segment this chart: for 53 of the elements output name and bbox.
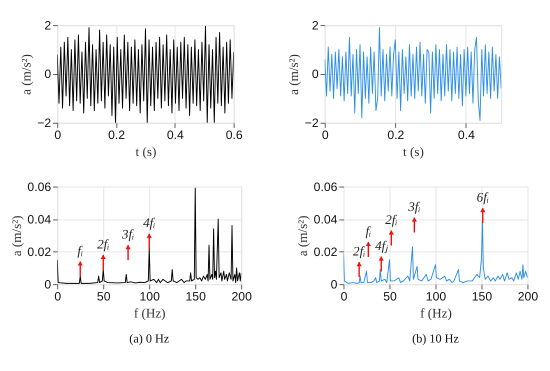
x-tick-label: 200	[518, 290, 538, 304]
annotation: 2fᵢ	[97, 236, 110, 252]
x-tick-label: 50	[383, 290, 397, 304]
x-tick-label: 50	[96, 290, 111, 304]
line-series	[57, 188, 242, 284]
x-tick-label: 200	[232, 290, 252, 304]
y-tick-label: 0.04	[27, 212, 52, 226]
y-axis-title: a (m/s²)	[295, 216, 310, 256]
line-series	[324, 27, 502, 121]
x-axis-title: t (s)	[136, 144, 156, 160]
y-axis-title: a (m/s²)	[8, 216, 24, 256]
y-tick-label: 0.04	[314, 212, 338, 226]
y-tick-label: 0	[312, 67, 319, 82]
annotation: fᵢ	[365, 223, 372, 238]
annotation: 3fᵢ	[407, 198, 421, 214]
x-tick-label: 0	[340, 290, 348, 304]
y-tick-label: 0.02	[314, 244, 338, 259]
annotation: 2fᵢ	[385, 212, 398, 227]
y-axis-title: a (m/s²)	[18, 54, 34, 95]
y-tick-label: 0.06	[27, 180, 52, 194]
x-axis-title: f (Hz)	[134, 306, 166, 321]
text: (b) 10 Hz	[412, 331, 460, 346]
x-tick-label: 0.4	[458, 128, 476, 142]
x-tick-label: 0	[54, 290, 62, 304]
line-series	[57, 26, 234, 123]
x-tick-label: 150	[186, 290, 206, 304]
annotation: 4fⱼ	[375, 238, 388, 254]
y-tick-label: 2	[44, 18, 52, 32]
x-axis-title: t (s)	[403, 144, 424, 160]
x-axis-title: f (Hz)	[420, 306, 452, 321]
annotation: 2fᵢ	[353, 244, 366, 259]
y-tick-label: −2	[37, 116, 52, 130]
x-tick-label: 0	[54, 128, 62, 142]
annotation: fᵢ	[77, 242, 84, 258]
y-tick-label: 2	[312, 18, 319, 32]
annotation: 4fᵢ	[143, 215, 156, 230]
y-axis-title: a (m/s²)	[286, 54, 302, 95]
x-tick-label: 100	[426, 290, 446, 304]
y-tick-label: 0	[44, 277, 52, 292]
annotation: 3fᵢ	[120, 226, 134, 242]
x-tick-label: 0.6	[226, 128, 243, 142]
x-tick-label: 0.2	[387, 128, 404, 142]
y-tick-label: 0	[44, 67, 52, 82]
text: (a) 0 Hz	[129, 331, 170, 346]
y-tick-label: 0.06	[314, 180, 338, 194]
x-tick-label: 0.4	[166, 128, 184, 142]
y-tick-label: 0	[330, 277, 338, 292]
annotation: 6fᵢ	[476, 190, 490, 205]
x-tick-label: 100	[140, 290, 160, 304]
y-tick-label: −2	[304, 116, 319, 130]
x-tick-label: 0.2	[108, 128, 126, 142]
y-tick-label: 0.02	[27, 244, 52, 259]
x-tick-label: 150	[472, 290, 492, 304]
